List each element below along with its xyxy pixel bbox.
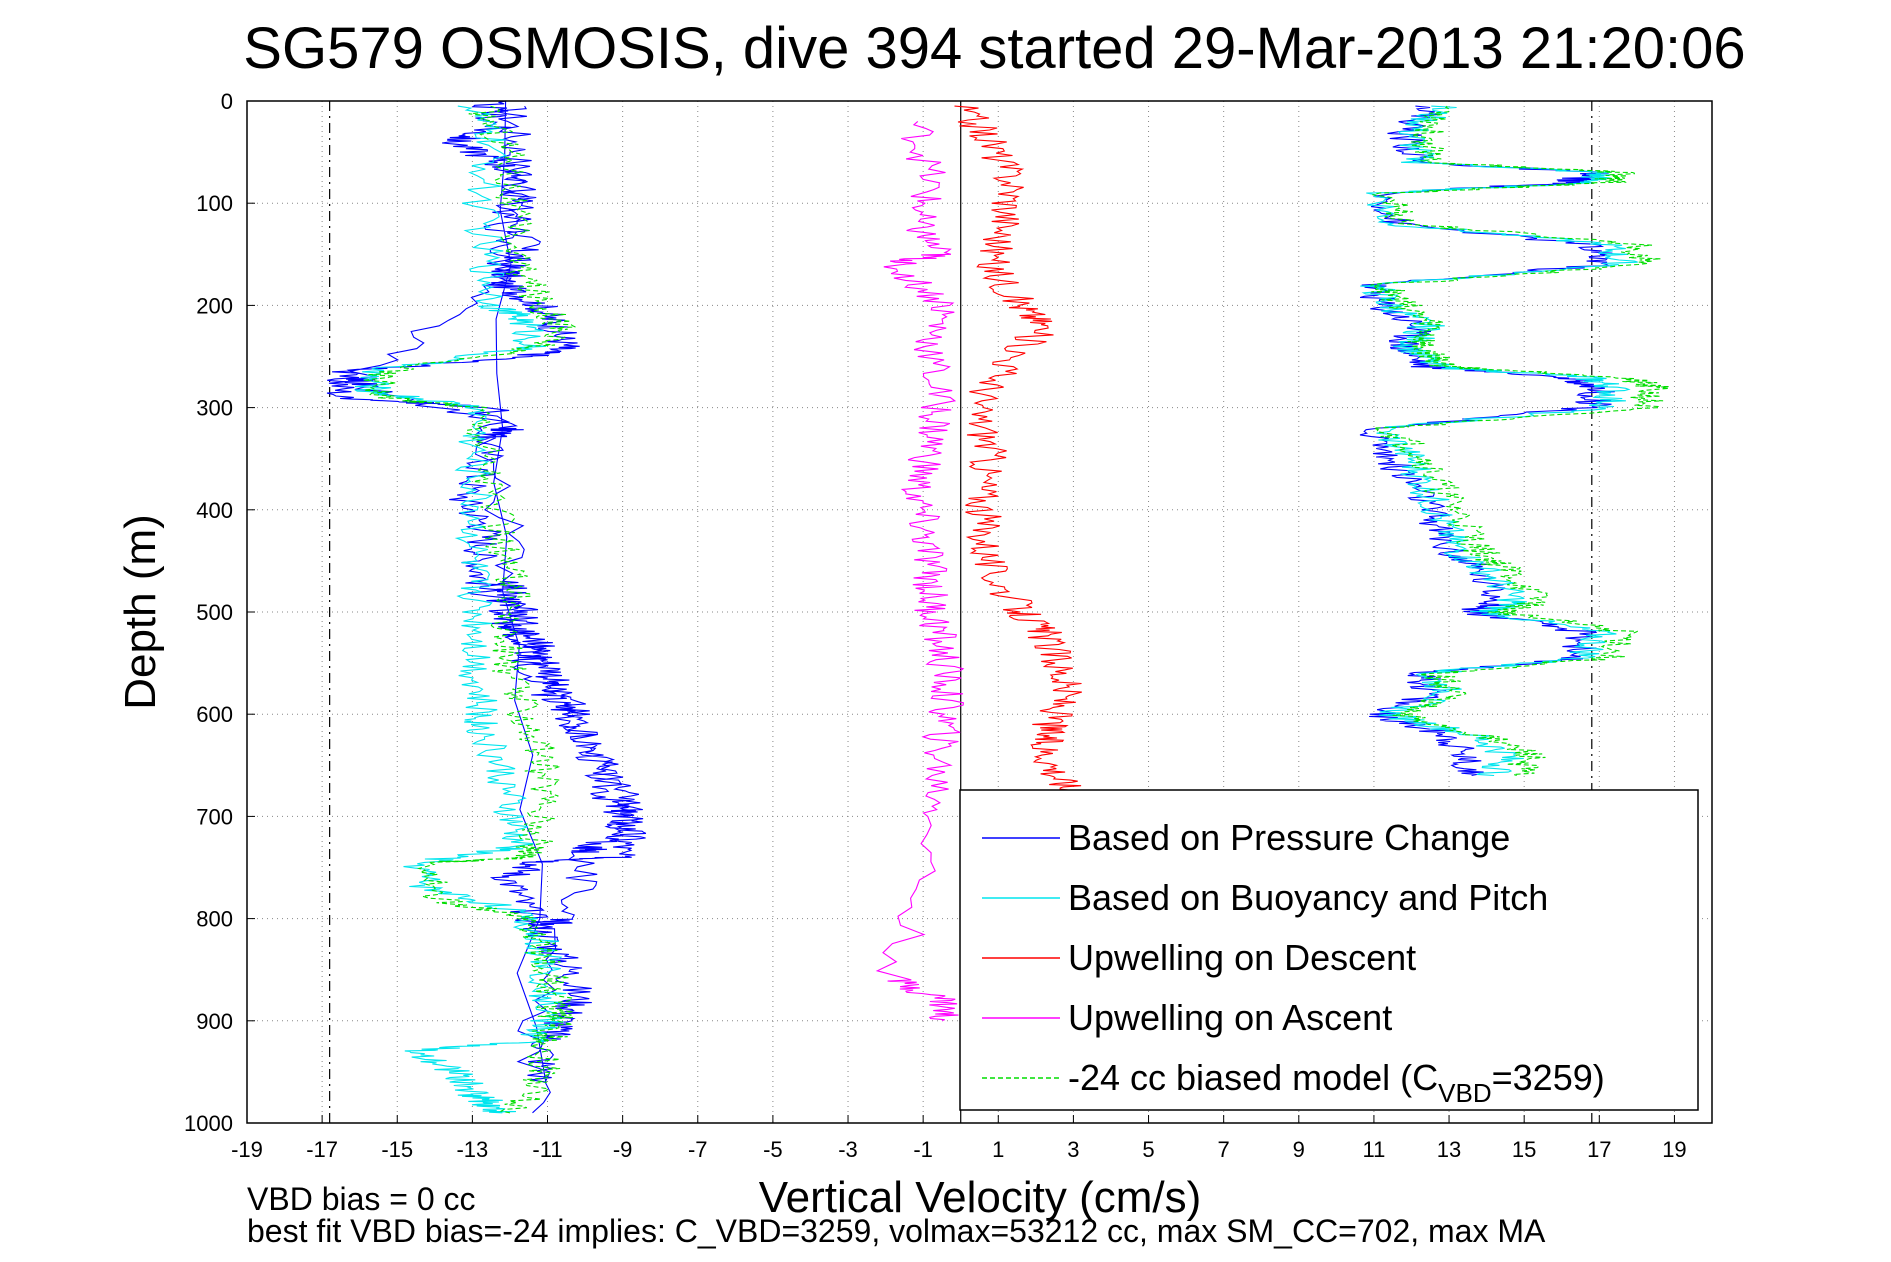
- x-tick-label: -1: [913, 1137, 933, 1162]
- x-tick-label: 5: [1142, 1137, 1154, 1162]
- legend-box: [959, 789, 1699, 1111]
- x-tick-label: 17: [1587, 1137, 1611, 1162]
- x-tick-label: 9: [1293, 1137, 1305, 1162]
- x-tick-label: -11: [532, 1137, 562, 1162]
- x-tick-label: -13: [456, 1137, 488, 1162]
- footer-best-fit: best fit VBD bias=-24 implies: C_VBD=325…: [247, 1213, 1546, 1249]
- legend-label: -24 cc biased model (CVBD=3259): [1068, 1057, 1605, 1108]
- series-line: [326, 100, 647, 1114]
- x-tick-label: -7: [688, 1137, 708, 1162]
- chart-title: SG579 OSMOSIS, dive 394 started 29-Mar-2…: [243, 16, 1745, 81]
- y-tick-label: 800: [196, 907, 233, 932]
- footer-vbd-bias: VBD bias = 0 cc: [247, 1181, 476, 1217]
- series-line: [1360, 105, 1638, 777]
- y-tick-label: 900: [196, 1009, 233, 1034]
- y-tick-label: 700: [196, 804, 233, 829]
- x-tick-label: 1: [992, 1137, 1004, 1162]
- y-tick-label: 400: [196, 498, 233, 523]
- x-tick-label: -15: [381, 1137, 413, 1162]
- plot-area-frame: [246, 100, 1713, 1124]
- y-tick-label: 500: [196, 600, 233, 625]
- y-tick-label: 300: [196, 396, 233, 421]
- x-tick-label: 19: [1662, 1137, 1686, 1162]
- y-tick-label: 100: [196, 191, 233, 216]
- x-tick-label: -5: [763, 1137, 783, 1162]
- x-tick-label: -17: [306, 1137, 338, 1162]
- series-line: [363, 105, 576, 1114]
- y-tick-labels: 0 100 200 300 400 500 600 700 800 900 1000: [184, 89, 233, 1136]
- y-tick-label: 1000: [184, 1111, 233, 1136]
- y-axis-label: Depth (m): [116, 514, 165, 710]
- legend-label: Upwelling on Ascent: [1068, 997, 1392, 1038]
- legend-label: Upwelling on Descent: [1068, 937, 1416, 978]
- y-tick-label: 0: [221, 89, 233, 114]
- x-tick-label: 7: [1218, 1137, 1230, 1162]
- x-tick-label: 13: [1437, 1137, 1461, 1162]
- y-tick-label: 200: [196, 293, 233, 318]
- x-tick-labels: -19 -17 -15 -13 -11 -9 -7 -5 -3 -1 1 3 5 7 9 11 13 15 17 19: [231, 1137, 1687, 1162]
- legend: Based on Pressure Change Based on Buoyanc…: [959, 789, 1699, 1111]
- series-line: [875, 120, 965, 1022]
- x-tick-label: -9: [613, 1137, 633, 1162]
- series-lines: [326, 100, 1670, 1114]
- legend-label: Based on Pressure Change: [1068, 817, 1510, 858]
- x-tick-label: 3: [1067, 1137, 1079, 1162]
- legend-label: Based on Buoyancy and Pitch: [1068, 877, 1548, 918]
- x-tick-label: 15: [1512, 1137, 1536, 1162]
- series-line: [353, 105, 567, 1114]
- y-tick-label: 600: [196, 702, 233, 727]
- series-line: [954, 105, 1082, 797]
- series-line: [1370, 105, 1670, 777]
- x-axis-label: Vertical Velocity (cm/s): [759, 1173, 1202, 1222]
- x-tick-label: -19: [231, 1137, 263, 1162]
- x-tick-label: 11: [1363, 1137, 1386, 1162]
- x-tick-label: -3: [838, 1137, 858, 1162]
